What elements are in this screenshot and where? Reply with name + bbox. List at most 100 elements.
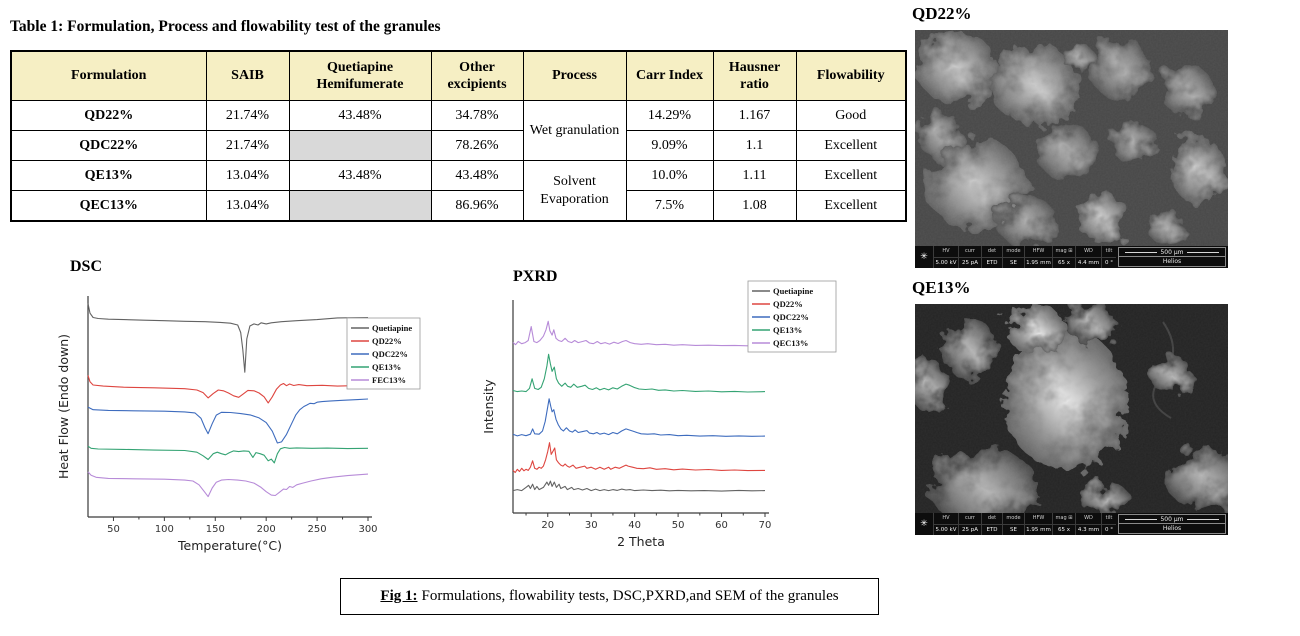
- cell-hausner: 1.11: [712, 160, 797, 191]
- sem-infobar: ✳ HV 5.00 kV curr 25 pA det ETD mode SE HFW 1.95 …: [915, 246, 1228, 268]
- x-tick-label: 250: [308, 524, 327, 535]
- col-header-process: Process: [522, 50, 627, 101]
- cell-saib: 13.04%: [205, 160, 290, 191]
- instrument-name: Helios: [1119, 523, 1225, 533]
- sem1-image: [915, 30, 1228, 246]
- sem-infobar-value: ETD: [986, 527, 998, 533]
- sem-infobar-value: 4.4 mm: [1077, 260, 1100, 266]
- sem-infobar-fields: HV 5.00 kV curr 25 pA det ETD mode SE HFW 1.95 mm…: [933, 513, 1116, 535]
- pxrd-chart-title: PXRD: [513, 268, 558, 285]
- legend-label: FEC13%: [372, 375, 406, 385]
- sem-infobar-value: 25 pA: [961, 260, 978, 266]
- scale-value: 500 µm: [1160, 515, 1184, 523]
- sem-infobar: ✳ HV 5.00 kV curr 25 pA det ETD mode SE HFW 1.95 …: [915, 513, 1228, 535]
- x-tick-label: 20: [541, 520, 554, 531]
- sem-infobar-field: mag ⊞ 65 x: [1052, 513, 1075, 535]
- x-tick-label: 150: [206, 524, 225, 535]
- x-tick-label: 100: [155, 524, 174, 535]
- x-tick-label: 200: [257, 524, 276, 535]
- cell-carr: 9.09%: [625, 130, 714, 161]
- sem-infobar-fields: HV 5.00 kV curr 25 pA det ETD mode SE HFW 1.95 mm…: [933, 246, 1116, 268]
- col-header-flowability: Flowability: [795, 50, 907, 101]
- sem-infobar-key: mag ⊞: [1053, 513, 1075, 525]
- x-tick-label: 50: [672, 520, 685, 531]
- instrument-name: Helios: [1119, 256, 1225, 266]
- sem-infobar-field: WD 4.3 mm: [1075, 513, 1101, 535]
- sem-infobar-key: HFW: [1025, 513, 1052, 525]
- legend-label: Quetiapine: [372, 323, 412, 333]
- sem-infobar-key: HFW: [1025, 246, 1052, 258]
- sem-infobar-key: det: [982, 513, 1002, 525]
- sem-infobar-value: ETD: [986, 260, 998, 266]
- y-axis-title: Intensity: [481, 379, 496, 434]
- sem-infobar-key: HV: [934, 513, 958, 525]
- cell-flowability: Excellent: [795, 190, 907, 222]
- formulation-table: Formulation SAIB Quetiapine Hemifumerate…: [10, 50, 907, 222]
- cell-other: 43.48%: [430, 160, 524, 191]
- series-FEC13: [87, 471, 369, 498]
- series-QDC22: [512, 398, 766, 437]
- cell-hausner: 1.167: [712, 100, 797, 131]
- sem-infobar-field: HV 5.00 kV: [933, 246, 958, 268]
- col-header-other: Other excipients: [430, 50, 524, 101]
- sem-infobar-value: 65 x: [1057, 260, 1070, 266]
- sem-infobar-value: 4.3 mm: [1077, 527, 1100, 533]
- cell-formulation: QD22%: [10, 100, 207, 131]
- table-row: QE13% 13.04% 43.48% 43.48% Solvent Evapo…: [10, 160, 907, 222]
- cell-flowability: Excellent: [795, 160, 907, 191]
- dsc-chart: 50 100 150 200 250 300 Temperature(°C) Heat Flo…: [56, 296, 421, 553]
- cell-flowability: Good: [795, 100, 907, 131]
- x-tick-label: 70: [759, 520, 772, 531]
- sem-infobar-value: 1.95 mm: [1026, 527, 1051, 533]
- cell-carr: 10.0%: [625, 160, 714, 191]
- cell-formulation: QE13%: [10, 160, 207, 191]
- cell-process-solvent: Solvent Evaporation: [522, 160, 627, 222]
- sem1-micrograph: ✳ HV 5.00 kV curr 25 pA det ETD mode SE HFW 1.95 …: [915, 30, 1228, 268]
- sem-infobar-key: curr: [959, 513, 981, 525]
- series-QDC22: [87, 398, 369, 444]
- sem-noise-texture: [915, 30, 1228, 246]
- sem-infobar-value: 0 °: [1105, 527, 1113, 533]
- sem2-micrograph: ✳ HV 5.00 kV curr 25 pA det ETD mode SE HFW 1.95 …: [915, 304, 1228, 535]
- col-header-hausner: Hausner ratio: [712, 50, 797, 101]
- legend-label: Quetiapine: [773, 286, 813, 296]
- series-QD22: [87, 375, 369, 404]
- sem-infobar-field: tilt 0 °: [1101, 246, 1116, 268]
- sem-infobar-value: 25 pA: [961, 527, 978, 533]
- x-tick-label: 30: [585, 520, 598, 531]
- cell-formulation: QEC13%: [10, 190, 207, 222]
- series-QE13: [512, 353, 766, 393]
- sem-infobar-key: mode: [1003, 513, 1024, 525]
- legend-label: QDC22%: [372, 349, 408, 359]
- sem-infobar-field: mode SE: [1002, 246, 1024, 268]
- sem-infobar-field: det ETD: [981, 513, 1002, 535]
- x-tick-label: 40: [628, 520, 641, 531]
- cell-hausner: 1.1: [712, 130, 797, 161]
- sem-infobar-value: 65 x: [1057, 527, 1070, 533]
- cell-saib: 21.74%: [205, 100, 290, 131]
- sem-infobar-key: WD: [1076, 246, 1101, 258]
- table-header-row: Formulation SAIB Quetiapine Hemifumerate…: [10, 50, 907, 101]
- cell-flowability: Excellent: [795, 130, 907, 161]
- cell-other: 34.78%: [430, 100, 524, 131]
- sem-infobar-key: tilt: [1102, 513, 1116, 525]
- scale-line: [1125, 251, 1158, 253]
- sem-infobar-key: curr: [959, 246, 981, 258]
- x-axis-title: 2 Theta: [617, 534, 665, 549]
- cell-other: 78.26%: [430, 130, 524, 161]
- cell-quetiapine-empty: [288, 190, 432, 222]
- cell-formulation: QDC22%: [10, 130, 207, 161]
- sem-infobar-field: tilt 0 °: [1101, 513, 1116, 535]
- sem-infobar-value: SE: [1010, 527, 1017, 533]
- sem-infobar-field: HV 5.00 kV: [933, 513, 958, 535]
- legend-label: QEC13%: [773, 338, 808, 348]
- cell-quetiapine: 43.48%: [288, 160, 432, 191]
- series-QE13: [87, 445, 369, 464]
- instrument-logo-icon: ✳: [920, 519, 928, 529]
- sem-infobar-key: tilt: [1102, 246, 1116, 258]
- table-row: QDC22% 21.74% 78.26% 9.09% 1.1 Excellent: [10, 130, 907, 161]
- col-header-carr: Carr Index: [625, 50, 714, 101]
- table-title: Table 1: Formulation, Process and flowab…: [10, 18, 441, 35]
- series-Quetiapine: [512, 480, 766, 492]
